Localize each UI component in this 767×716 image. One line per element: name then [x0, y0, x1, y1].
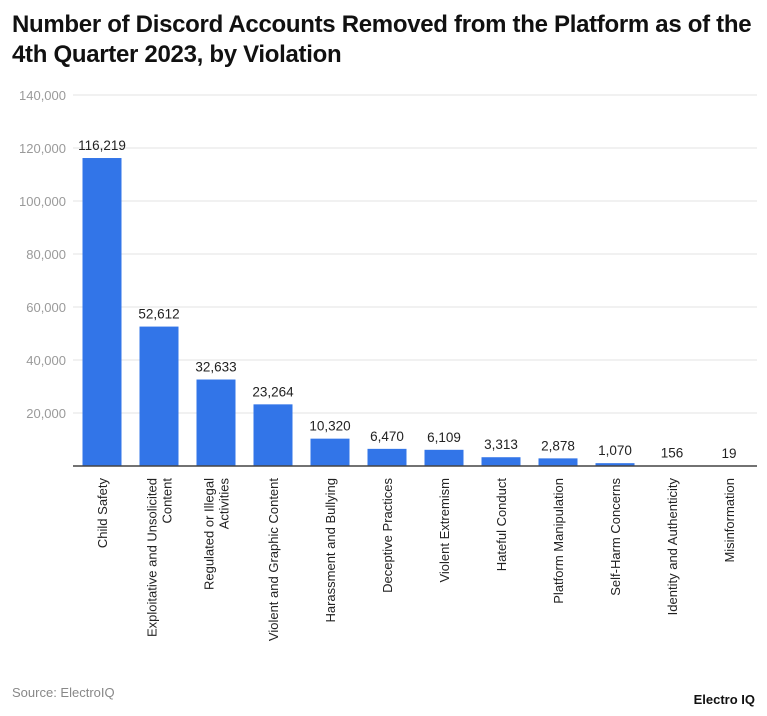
data-label: 156: [661, 446, 684, 461]
y-tick-label: 80,000: [26, 247, 66, 262]
bar: [481, 457, 521, 466]
bar: [310, 438, 350, 466]
data-label: 10,320: [309, 419, 350, 434]
electroiq-logo: Electro IQ: [693, 692, 755, 707]
bar: [538, 458, 578, 466]
data-label: 3,313: [484, 437, 518, 452]
y-tick-label: 100,000: [19, 194, 66, 209]
x-category-label: Deceptive Practices: [380, 478, 395, 593]
x-category-label: Activities: [217, 478, 232, 530]
data-label: 116,219: [78, 138, 126, 153]
bar: [82, 158, 122, 466]
bar: [196, 379, 236, 466]
data-label: 52,612: [138, 307, 179, 322]
data-label: 6,470: [370, 429, 404, 444]
x-category-label: Regulated or Illegal: [202, 478, 217, 590]
x-category-label: Self-Harm Concerns: [608, 478, 623, 596]
y-tick-label: 140,000: [19, 88, 66, 103]
data-label: 23,264: [252, 384, 294, 399]
bar: [424, 449, 464, 466]
bar: [139, 326, 179, 466]
y-tick-label: 20,000: [26, 406, 66, 421]
x-category-label: Violent Extremism: [437, 478, 452, 583]
bar: [253, 404, 293, 466]
x-category-label: Misinformation: [722, 478, 737, 563]
data-label: 19: [721, 446, 736, 461]
data-label: 32,633: [195, 360, 236, 375]
y-tick-label: 40,000: [26, 353, 66, 368]
x-category-label: Violent and Graphic Content: [266, 478, 281, 641]
x-category-label: Child Safety: [95, 478, 110, 549]
chart-title: Number of Discord Accounts Removed from …: [12, 11, 752, 68]
x-category-label: Exploitative and Unsolicited: [145, 478, 160, 637]
bar: [595, 463, 635, 466]
x-category-label: Hateful Conduct: [494, 478, 509, 572]
data-label: 1,070: [598, 443, 632, 458]
x-category-label: Content: [160, 478, 175, 524]
data-label: 6,109: [427, 430, 461, 445]
x-category-label: Identity and Authenticity: [665, 478, 680, 616]
x-category-label: Harassment and Bullying: [323, 478, 338, 623]
data-label: 2,878: [541, 438, 575, 453]
source-note: Source: ElectroIQ: [12, 685, 115, 700]
bar: [367, 448, 407, 466]
x-category-label: Platform Manipulation: [551, 478, 566, 604]
y-tick-label: 120,000: [19, 141, 66, 156]
y-tick-label: 60,000: [26, 300, 66, 315]
